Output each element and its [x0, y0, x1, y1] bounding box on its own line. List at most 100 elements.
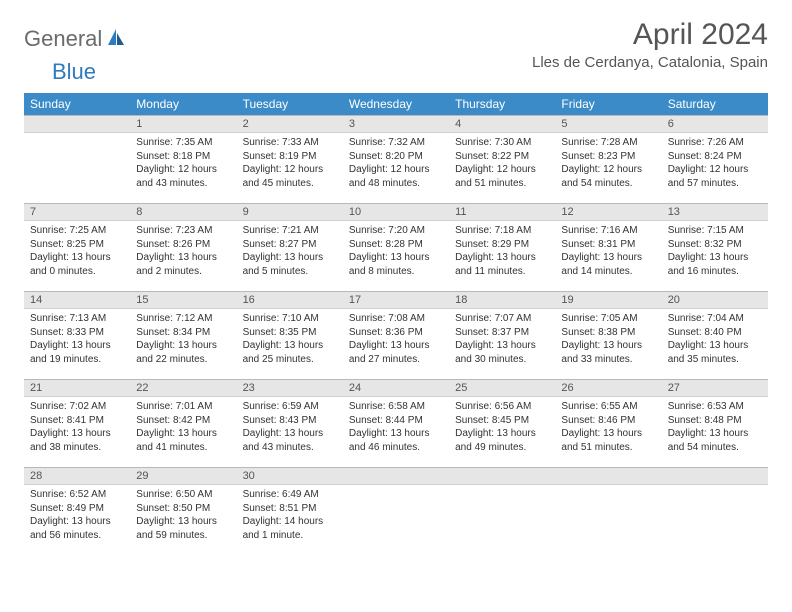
day-body — [343, 485, 449, 494]
day-number: 14 — [24, 292, 130, 308]
title-block: April 2024 Lles de Cerdanya, Catalonia, … — [532, 18, 768, 71]
day-body: Sunrise: 7:02 AMSunset: 8:41 PMDaylight:… — [24, 397, 130, 460]
weekday-header: Thursday — [449, 93, 555, 115]
calendar-day-cell: 28Sunrise: 6:52 AMSunset: 8:49 PMDayligh… — [24, 467, 130, 555]
calendar-day-cell: 9Sunrise: 7:21 AMSunset: 8:27 PMDaylight… — [237, 203, 343, 291]
day-number: 20 — [662, 292, 768, 308]
calendar-day-cell: 13Sunrise: 7:15 AMSunset: 8:32 PMDayligh… — [662, 203, 768, 291]
day-number: 1 — [130, 116, 236, 132]
calendar-day-cell: 17Sunrise: 7:08 AMSunset: 8:36 PMDayligh… — [343, 291, 449, 379]
weekday-header: Saturday — [662, 93, 768, 115]
calendar-day-cell: 15Sunrise: 7:12 AMSunset: 8:34 PMDayligh… — [130, 291, 236, 379]
calendar-day-cell: 27Sunrise: 6:53 AMSunset: 8:48 PMDayligh… — [662, 379, 768, 467]
day-body: Sunrise: 7:32 AMSunset: 8:20 PMDaylight:… — [343, 133, 449, 196]
day-number: 26 — [555, 380, 661, 396]
calendar-day-cell: 16Sunrise: 7:10 AMSunset: 8:35 PMDayligh… — [237, 291, 343, 379]
logo-text-general: General — [24, 26, 102, 52]
calendar-day-cell: 29Sunrise: 6:50 AMSunset: 8:50 PMDayligh… — [130, 467, 236, 555]
calendar-week-row: 7Sunrise: 7:25 AMSunset: 8:25 PMDaylight… — [24, 203, 768, 291]
day-number: 5 — [555, 116, 661, 132]
calendar-day-cell: 25Sunrise: 6:56 AMSunset: 8:45 PMDayligh… — [449, 379, 555, 467]
day-number: 11 — [449, 204, 555, 220]
day-number: 27 — [662, 380, 768, 396]
day-body: Sunrise: 7:18 AMSunset: 8:29 PMDaylight:… — [449, 221, 555, 284]
calendar-week-row: 21Sunrise: 7:02 AMSunset: 8:41 PMDayligh… — [24, 379, 768, 467]
calendar-day-cell: 19Sunrise: 7:05 AMSunset: 8:38 PMDayligh… — [555, 291, 661, 379]
day-number: 19 — [555, 292, 661, 308]
day-body — [662, 485, 768, 494]
day-number: 15 — [130, 292, 236, 308]
day-body: Sunrise: 7:01 AMSunset: 8:42 PMDaylight:… — [130, 397, 236, 460]
calendar-day-cell: 18Sunrise: 7:07 AMSunset: 8:37 PMDayligh… — [449, 291, 555, 379]
weekday-header: Sunday — [24, 93, 130, 115]
day-body: Sunrise: 7:21 AMSunset: 8:27 PMDaylight:… — [237, 221, 343, 284]
day-number: 2 — [237, 116, 343, 132]
day-number: 21 — [24, 380, 130, 396]
day-body — [24, 133, 130, 142]
day-body: Sunrise: 7:35 AMSunset: 8:18 PMDaylight:… — [130, 133, 236, 196]
day-body — [449, 485, 555, 494]
day-body: Sunrise: 7:15 AMSunset: 8:32 PMDaylight:… — [662, 221, 768, 284]
logo-text-blue: Blue — [52, 59, 96, 84]
calendar-table: SundayMondayTuesdayWednesdayThursdayFrid… — [24, 93, 768, 555]
day-body: Sunrise: 7:10 AMSunset: 8:35 PMDaylight:… — [237, 309, 343, 372]
calendar-day-cell: 8Sunrise: 7:23 AMSunset: 8:26 PMDaylight… — [130, 203, 236, 291]
day-number: 18 — [449, 292, 555, 308]
calendar-day-cell: 26Sunrise: 6:55 AMSunset: 8:46 PMDayligh… — [555, 379, 661, 467]
weekday-header: Friday — [555, 93, 661, 115]
day-body: Sunrise: 6:50 AMSunset: 8:50 PMDaylight:… — [130, 485, 236, 548]
calendar-day-cell: 4Sunrise: 7:30 AMSunset: 8:22 PMDaylight… — [449, 115, 555, 203]
calendar-day-cell: 20Sunrise: 7:04 AMSunset: 8:40 PMDayligh… — [662, 291, 768, 379]
calendar-day-cell: 3Sunrise: 7:32 AMSunset: 8:20 PMDaylight… — [343, 115, 449, 203]
day-number: 30 — [237, 468, 343, 484]
day-body: Sunrise: 7:20 AMSunset: 8:28 PMDaylight:… — [343, 221, 449, 284]
day-body: Sunrise: 7:26 AMSunset: 8:24 PMDaylight:… — [662, 133, 768, 196]
calendar-empty-cell: . — [662, 467, 768, 555]
calendar-day-cell: 6Sunrise: 7:26 AMSunset: 8:24 PMDaylight… — [662, 115, 768, 203]
day-body: Sunrise: 6:52 AMSunset: 8:49 PMDaylight:… — [24, 485, 130, 548]
day-number: 7 — [24, 204, 130, 220]
day-body: Sunrise: 7:13 AMSunset: 8:33 PMDaylight:… — [24, 309, 130, 372]
day-number: 10 — [343, 204, 449, 220]
day-body: Sunrise: 6:58 AMSunset: 8:44 PMDaylight:… — [343, 397, 449, 460]
location: Lles de Cerdanya, Catalonia, Spain — [532, 54, 768, 71]
calendar-day-cell: 1Sunrise: 7:35 AMSunset: 8:18 PMDaylight… — [130, 115, 236, 203]
day-body: Sunrise: 7:28 AMSunset: 8:23 PMDaylight:… — [555, 133, 661, 196]
calendar-header-row: SundayMondayTuesdayWednesdayThursdayFrid… — [24, 93, 768, 115]
day-number: 13 — [662, 204, 768, 220]
day-number: 6 — [662, 116, 768, 132]
calendar-day-cell: 30Sunrise: 6:49 AMSunset: 8:51 PMDayligh… — [237, 467, 343, 555]
day-number: 16 — [237, 292, 343, 308]
calendar-day-cell: 24Sunrise: 6:58 AMSunset: 8:44 PMDayligh… — [343, 379, 449, 467]
day-body: Sunrise: 6:59 AMSunset: 8:43 PMDaylight:… — [237, 397, 343, 460]
day-number: 29 — [130, 468, 236, 484]
calendar-day-cell: 10Sunrise: 7:20 AMSunset: 8:28 PMDayligh… — [343, 203, 449, 291]
calendar-day-cell: 21Sunrise: 7:02 AMSunset: 8:41 PMDayligh… — [24, 379, 130, 467]
day-body: Sunrise: 7:23 AMSunset: 8:26 PMDaylight:… — [130, 221, 236, 284]
weekday-header: Monday — [130, 93, 236, 115]
day-body: Sunrise: 6:53 AMSunset: 8:48 PMDaylight:… — [662, 397, 768, 460]
calendar-empty-cell: . — [24, 115, 130, 203]
calendar-empty-cell: . — [555, 467, 661, 555]
calendar-day-cell: 11Sunrise: 7:18 AMSunset: 8:29 PMDayligh… — [449, 203, 555, 291]
calendar-day-cell: 2Sunrise: 7:33 AMSunset: 8:19 PMDaylight… — [237, 115, 343, 203]
day-number: 12 — [555, 204, 661, 220]
day-body: Sunrise: 7:08 AMSunset: 8:36 PMDaylight:… — [343, 309, 449, 372]
calendar-day-cell: 12Sunrise: 7:16 AMSunset: 8:31 PMDayligh… — [555, 203, 661, 291]
calendar-week-row: .1Sunrise: 7:35 AMSunset: 8:18 PMDayligh… — [24, 115, 768, 203]
day-body: Sunrise: 7:07 AMSunset: 8:37 PMDaylight:… — [449, 309, 555, 372]
day-number: 24 — [343, 380, 449, 396]
day-body: Sunrise: 7:16 AMSunset: 8:31 PMDaylight:… — [555, 221, 661, 284]
day-body: Sunrise: 6:55 AMSunset: 8:46 PMDaylight:… — [555, 397, 661, 460]
day-body — [555, 485, 661, 494]
day-body: Sunrise: 6:56 AMSunset: 8:45 PMDaylight:… — [449, 397, 555, 460]
calendar-empty-cell: . — [449, 467, 555, 555]
calendar-day-cell: 23Sunrise: 6:59 AMSunset: 8:43 PMDayligh… — [237, 379, 343, 467]
calendar-day-cell: 14Sunrise: 7:13 AMSunset: 8:33 PMDayligh… — [24, 291, 130, 379]
calendar-empty-cell: . — [343, 467, 449, 555]
day-body: Sunrise: 7:33 AMSunset: 8:19 PMDaylight:… — [237, 133, 343, 196]
day-number: 23 — [237, 380, 343, 396]
day-number: 22 — [130, 380, 236, 396]
logo: General — [24, 18, 128, 52]
weekday-header: Tuesday — [237, 93, 343, 115]
